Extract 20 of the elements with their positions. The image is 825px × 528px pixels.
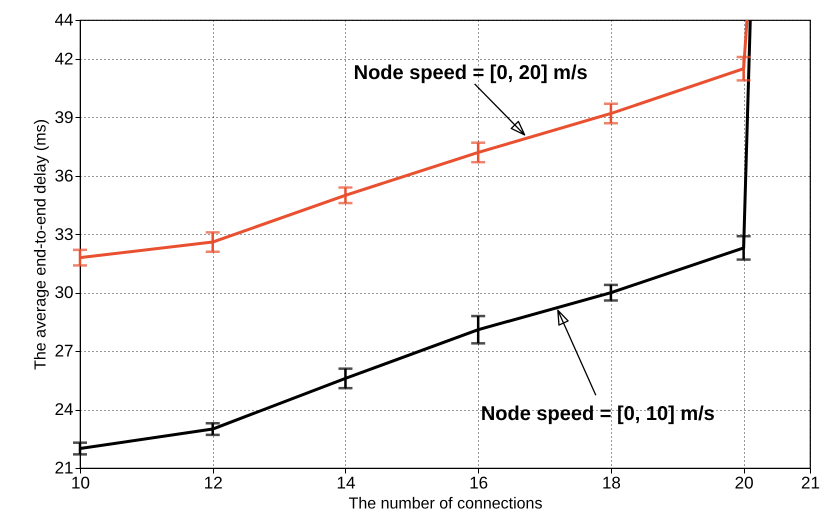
- x-tick-label: 10: [71, 474, 90, 492]
- y-tick-label: 36: [54, 166, 74, 186]
- y-tick-label: 33: [54, 224, 74, 244]
- annotation: Node speed = [0, 20] m/s: [354, 62, 588, 84]
- y-tick-label: 21: [54, 458, 74, 478]
- x-tick-label: 21: [801, 474, 820, 492]
- y-tick-label: 30: [54, 283, 74, 302]
- x-tick-label: 20: [734, 474, 754, 492]
- x-tick-label: 18: [602, 474, 621, 492]
- annotation: Node speed = [0, 10] m/s: [480, 403, 715, 426]
- y-tick-label: 39: [54, 108, 74, 127]
- x-axis-title: The number of connections: [348, 496, 542, 512]
- y-tick-label: 44: [54, 10, 74, 30]
- x-tick-label: 16: [469, 474, 488, 492]
- y-tick-label: 42: [54, 49, 74, 68]
- y-tick-label: 24: [54, 400, 74, 420]
- x-tick-label: 12: [204, 474, 223, 492]
- x-tick-label: 14: [336, 474, 356, 492]
- y-tick-label: 27: [54, 342, 74, 361]
- y-axis-title: The average end-to-end delay (ms): [32, 119, 50, 370]
